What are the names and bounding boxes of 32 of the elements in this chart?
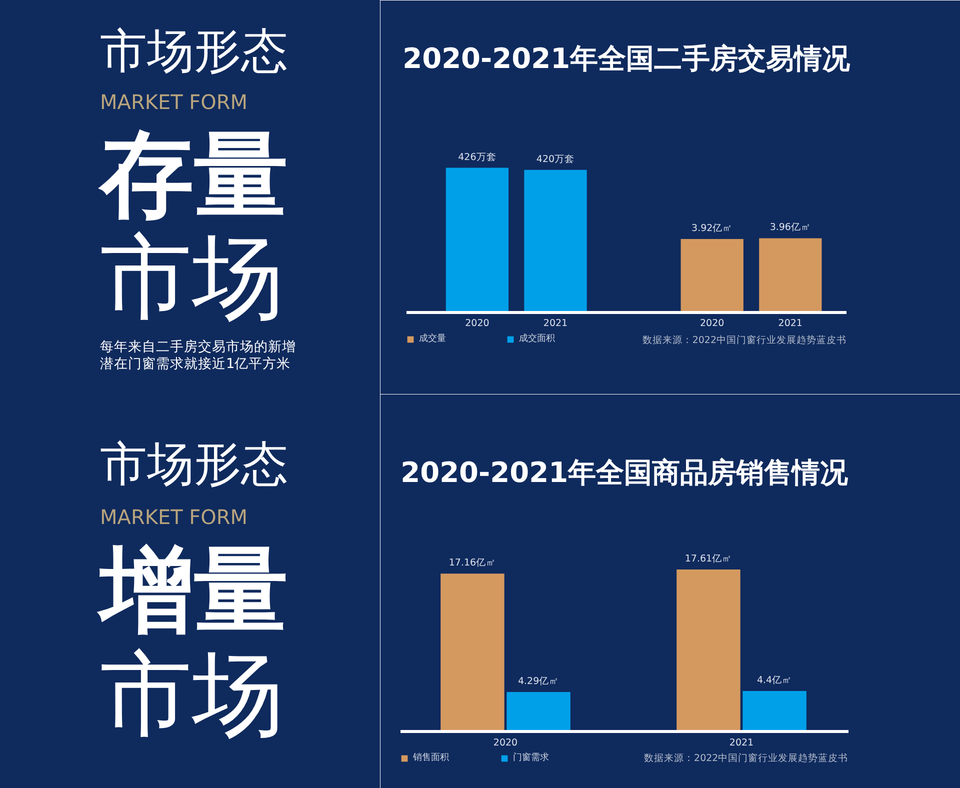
x-tick-label: 2020 bbox=[465, 318, 490, 330]
chart-title: 2020-2021年全国二手房交易情况 bbox=[402, 42, 852, 75]
text: 市场形态 bbox=[100, 24, 288, 79]
text: MARKET FORM bbox=[100, 505, 248, 529]
source-note: 数据来源：2022中国门窗行业发展趋势蓝皮书 bbox=[644, 752, 848, 764]
x-tick-label: 2021 bbox=[543, 318, 568, 330]
text: MARKET FORM bbox=[100, 90, 248, 114]
x-tick-label: 2020 bbox=[493, 738, 518, 748]
legend-label: 成交量 bbox=[419, 332, 446, 345]
data-label: 4.4亿㎡ bbox=[756, 675, 792, 686]
text: 市场 bbox=[100, 641, 284, 748]
data-label: 17.61亿㎡ bbox=[684, 554, 732, 564]
data-label: 4.29亿㎡ bbox=[518, 676, 560, 688]
text: 每年来自二手房交易市场的新增潜在门窗需求就接近1亿平方米 bbox=[100, 339, 297, 373]
bar bbox=[676, 570, 740, 732]
legend-label: 门窗需求 bbox=[513, 752, 549, 764]
source-note: 数据来源：2022中国门窗行业发展趋势蓝皮书 bbox=[642, 334, 847, 346]
data-label: 3.92亿㎡ bbox=[692, 222, 733, 234]
bar bbox=[506, 692, 570, 732]
x-tick-label: 2020 bbox=[700, 318, 724, 330]
text: 市场形态 bbox=[100, 437, 288, 492]
chart-title: 2020-2021年全国商品房销售情况 bbox=[400, 456, 850, 489]
data-label: 420万套 bbox=[536, 152, 575, 165]
bar bbox=[742, 691, 806, 732]
bar bbox=[440, 574, 504, 732]
legend-label: 成交面积 bbox=[519, 332, 555, 345]
x-tick-label: 2021 bbox=[729, 738, 754, 748]
legend-label: 销售面积 bbox=[413, 752, 449, 764]
x-tick-label: 2021 bbox=[778, 318, 802, 330]
data-label: 17.16亿㎡ bbox=[448, 558, 496, 569]
data-label: 3.96亿㎡ bbox=[770, 222, 811, 234]
data-label: 426万套 bbox=[458, 150, 496, 163]
